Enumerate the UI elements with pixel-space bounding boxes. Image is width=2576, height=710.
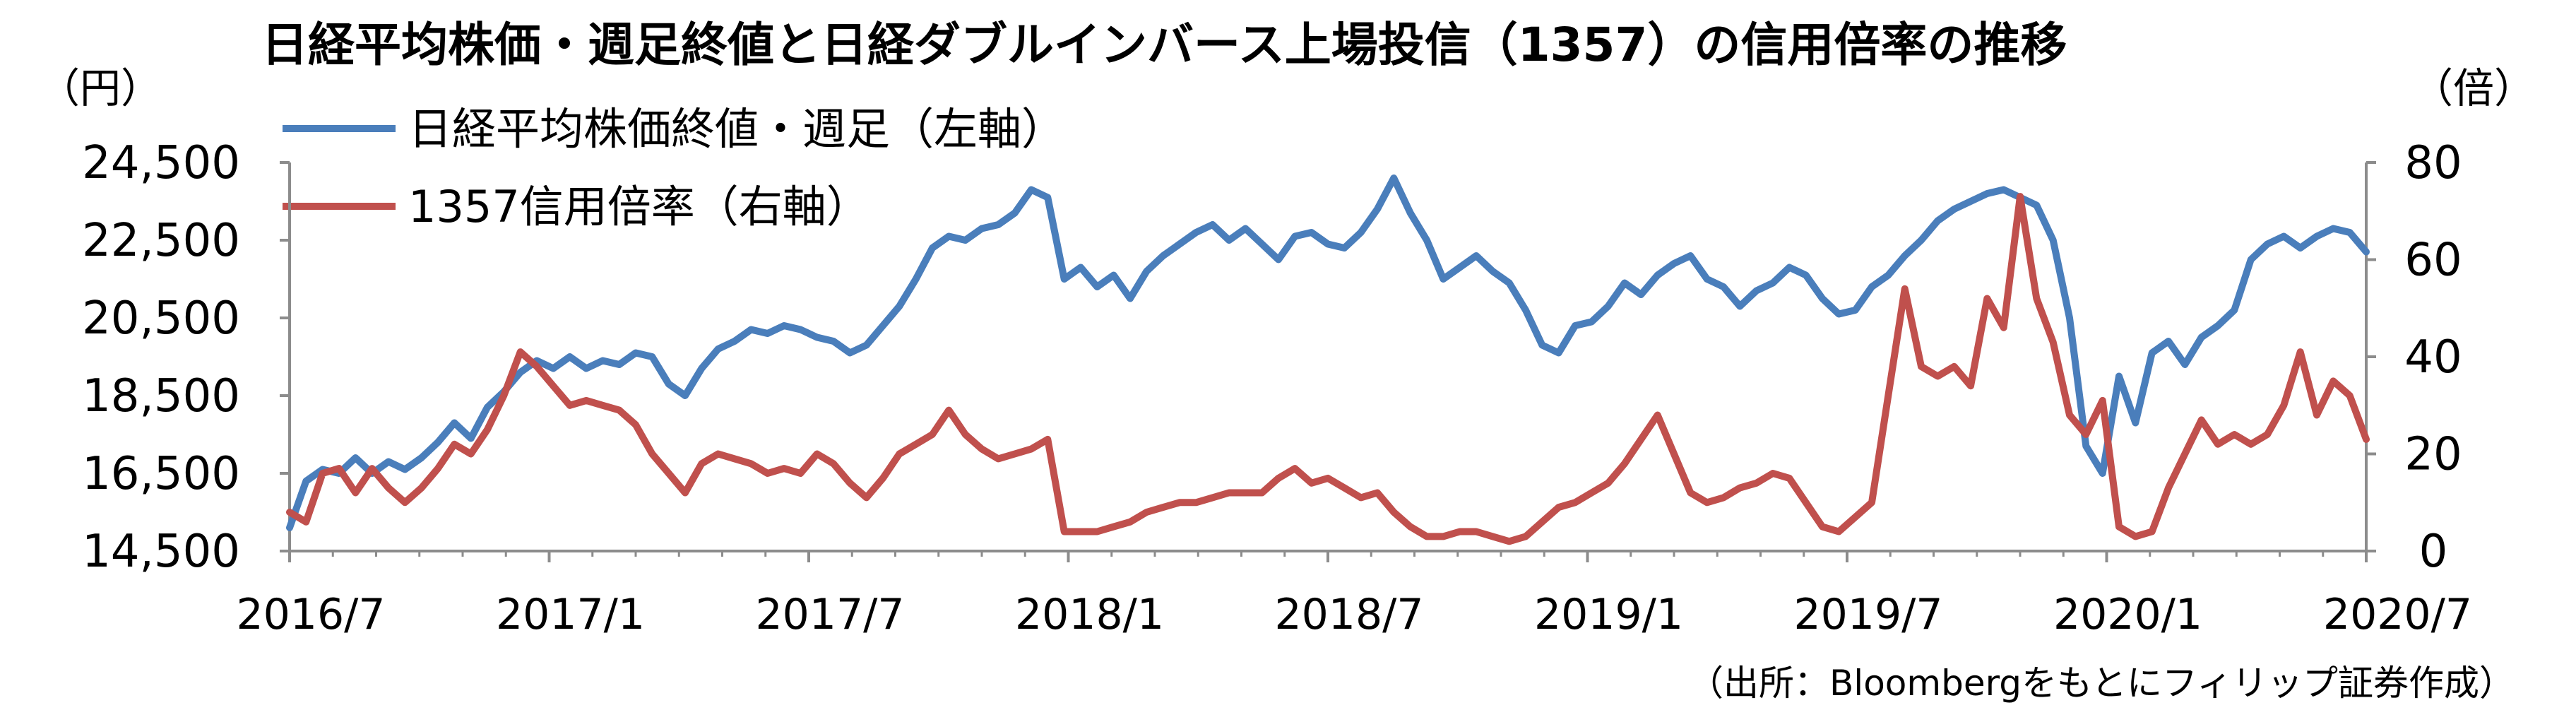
series-line-1357: [286, 193, 2370, 545]
left-tick-label: 18,500: [82, 370, 240, 422]
legend: 日経平均株価終値・週足（左軸） 1357信用倍率（右軸）: [283, 103, 1065, 232]
source-note: （出所：Bloombergをもとにフィリップ証券作成）: [1688, 663, 2515, 704]
x-tick-label: 2020/7: [2323, 590, 2472, 639]
x-tick-label: 2018/7: [1274, 590, 1423, 639]
legend-label-1357: 1357信用倍率（右軸）: [408, 181, 870, 232]
left-axis-unit: （円）: [39, 64, 162, 112]
right-axis-ticks: 80 60 40 20 0: [2366, 137, 2462, 578]
right-axis-unit: （倍）: [2412, 64, 2535, 112]
x-tick-label: 2018/1: [1015, 590, 1164, 639]
x-tick-label: 2019/1: [1534, 590, 1683, 639]
right-tick-label: 40: [2404, 331, 2462, 384]
right-tick-label: 60: [2404, 235, 2462, 287]
x-axis-ticks: 2016/7 2017/1 2017/7 2018/1 2018/7 2019/1 2019…: [236, 551, 2472, 639]
right-tick-label: 20: [2404, 429, 2462, 481]
left-tick-label: 22,500: [82, 215, 240, 267]
left-tick-label: 14,500: [82, 526, 240, 578]
series-lines: [286, 174, 2370, 545]
left-tick-label: 20,500: [82, 292, 240, 345]
right-tick-label: 80: [2404, 137, 2462, 189]
right-tick-label: 0: [2419, 526, 2448, 578]
x-tick-label: 2017/7: [755, 590, 904, 639]
x-tick-label: 2017/1: [496, 590, 645, 639]
legend-label-nikkei: 日経平均株価終値・週足（左軸）: [408, 103, 1065, 155]
chart-title: 日経平均株価・週足終値と日経ダブルインバース上場投信（1357）の信用倍率の推移: [261, 18, 2067, 72]
x-tick-label: 2016/7: [236, 590, 385, 639]
left-tick-label: 16,500: [82, 448, 240, 500]
x-tick-label: 2020/1: [2053, 590, 2202, 639]
x-tick-label: 2019/7: [1793, 590, 1942, 639]
left-tick-label: 24,500: [82, 137, 240, 189]
left-axis-ticks: 24,500 22,500 20,500 18,500 16,500 14,500: [82, 137, 290, 578]
